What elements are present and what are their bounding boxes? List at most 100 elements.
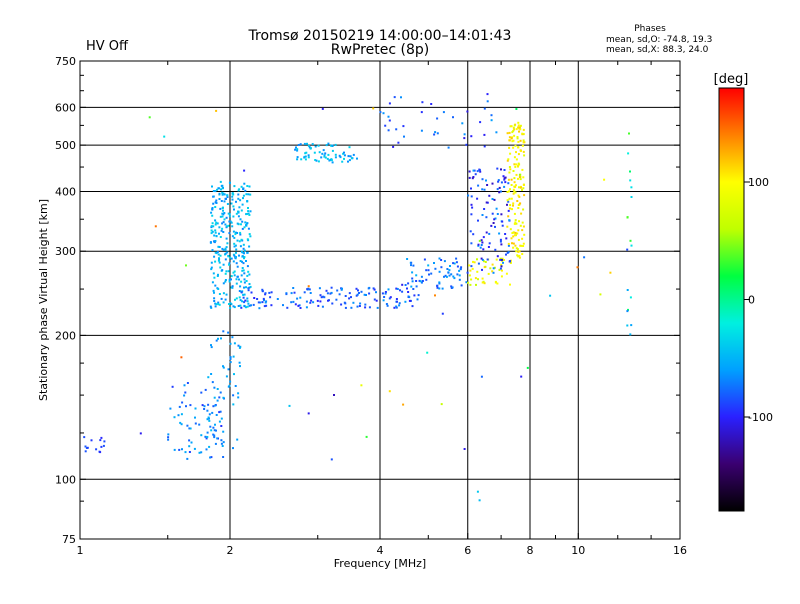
data-point — [512, 202, 515, 205]
data-point — [511, 136, 514, 139]
data-point — [412, 264, 415, 267]
data-point — [225, 216, 228, 219]
data-point — [247, 302, 250, 305]
data-point — [438, 281, 441, 284]
data-point — [440, 403, 443, 406]
data-point — [455, 261, 458, 264]
data-point — [248, 286, 251, 289]
data-point — [515, 184, 517, 187]
data-point — [500, 265, 503, 268]
data-point — [307, 412, 310, 415]
data-point — [481, 178, 484, 181]
data-point — [218, 226, 221, 229]
data-point — [222, 301, 225, 304]
data-point — [497, 180, 500, 183]
data-point — [410, 261, 413, 264]
data-point — [221, 215, 224, 218]
data-point — [512, 242, 515, 245]
data-point — [322, 295, 325, 298]
data-point — [314, 145, 317, 148]
data-point — [387, 288, 390, 291]
data-point — [463, 137, 466, 140]
data-point — [220, 188, 222, 191]
data-point — [212, 225, 215, 228]
data-point — [214, 284, 217, 287]
data-point — [246, 238, 249, 241]
data-point — [312, 301, 315, 304]
data-point — [214, 231, 217, 234]
data-point — [331, 161, 334, 164]
data-point — [179, 421, 182, 424]
data-point — [224, 248, 227, 251]
data-point — [263, 299, 265, 302]
data-point — [240, 185, 243, 188]
data-point — [513, 124, 516, 127]
data-point — [207, 403, 210, 406]
data-point — [411, 271, 414, 274]
data-point — [376, 306, 379, 309]
data-point — [242, 262, 245, 265]
data-point — [510, 178, 513, 181]
data-point — [310, 299, 313, 302]
data-point — [317, 304, 320, 307]
data-point — [512, 188, 515, 191]
data-point — [379, 111, 382, 114]
data-point — [236, 239, 239, 242]
data-point — [507, 215, 510, 218]
data-point — [478, 169, 481, 172]
data-point — [495, 258, 498, 261]
colorbar — [718, 87, 745, 512]
data-point — [483, 133, 486, 136]
data-point — [148, 116, 151, 119]
data-point — [498, 268, 501, 271]
y-axis-label: Stationary phase Virtual Height [km] — [37, 199, 50, 401]
data-point — [630, 186, 633, 189]
data-point — [471, 267, 474, 270]
data-point — [233, 254, 236, 257]
data-point — [521, 221, 524, 224]
data-point — [471, 206, 474, 209]
colorbar-tick-label: -100 — [748, 411, 773, 424]
data-point — [499, 190, 502, 193]
data-point — [239, 345, 242, 348]
data-point — [511, 242, 513, 245]
data-point — [246, 265, 249, 268]
data-point — [213, 240, 215, 243]
data-point — [482, 260, 485, 263]
data-point — [495, 131, 498, 134]
data-point — [350, 296, 352, 299]
data-point — [331, 302, 334, 305]
data-point — [627, 308, 629, 311]
data-point — [513, 163, 516, 166]
data-point — [84, 450, 87, 453]
data-point — [485, 179, 487, 182]
data-point — [504, 176, 507, 179]
data-point — [220, 425, 223, 427]
data-point — [222, 231, 225, 233]
data-point — [466, 271, 469, 274]
data-point — [330, 159, 333, 162]
data-point — [246, 200, 249, 202]
data-point — [485, 201, 488, 204]
data-point — [494, 225, 496, 228]
data-point — [481, 268, 483, 271]
data-point — [368, 292, 371, 295]
data-point — [234, 233, 237, 236]
data-point — [240, 306, 243, 309]
y-tick-label: 200 — [55, 329, 76, 342]
data-point — [270, 291, 273, 294]
data-point — [232, 355, 235, 358]
data-point — [407, 295, 410, 298]
data-point — [324, 152, 327, 155]
data-point — [491, 212, 494, 215]
x-axis-ticks: 1 2 4 6 8 10 16 — [77, 61, 687, 557]
data-point — [318, 287, 321, 290]
data-point — [411, 305, 414, 308]
data-point — [440, 266, 443, 269]
data-point — [213, 255, 216, 258]
data-point — [237, 305, 240, 307]
data-point — [499, 258, 502, 261]
data-point — [203, 405, 206, 408]
data-point — [246, 300, 249, 303]
data-point — [217, 273, 219, 276]
